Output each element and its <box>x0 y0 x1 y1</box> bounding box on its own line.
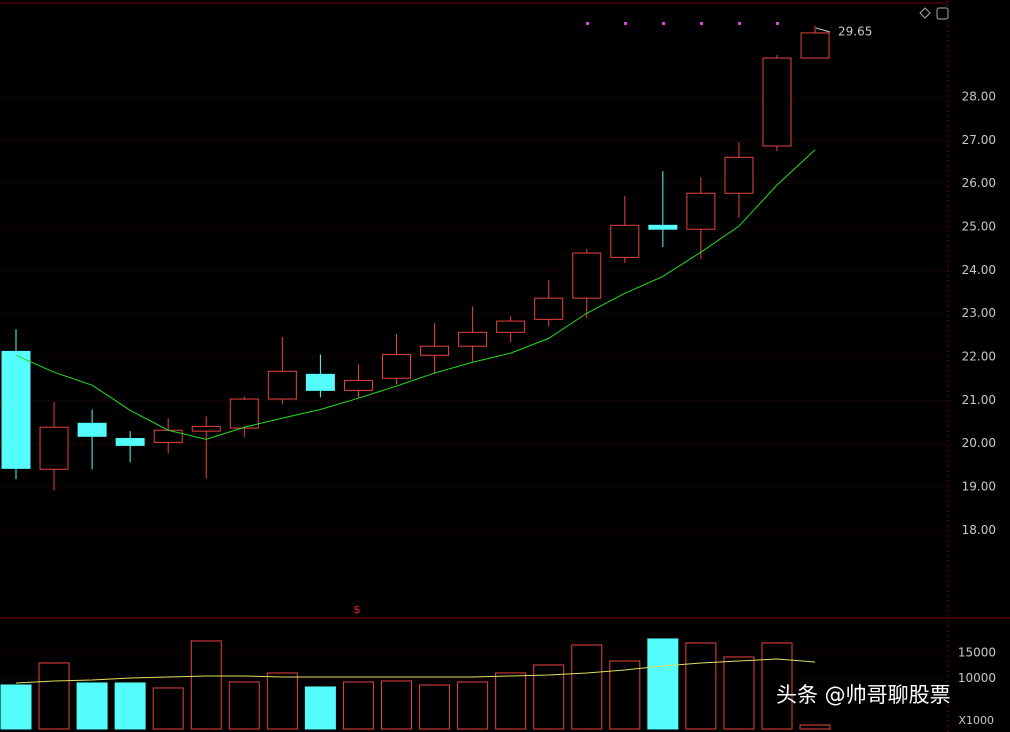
candle-body <box>343 379 373 391</box>
candle-body <box>572 252 602 299</box>
candle-body <box>800 32 830 59</box>
volume-bar <box>114 682 146 730</box>
candle-body <box>305 373 335 391</box>
y-tick-label: 26.00 <box>962 176 996 190</box>
signal-dots <box>586 22 779 25</box>
candle-body <box>115 437 145 446</box>
diamond-icon[interactable] <box>919 7 931 19</box>
watermark: 头条 @帅哥聊股票 <box>776 683 951 707</box>
volume-bar <box>647 638 679 730</box>
volume-bar <box>342 681 374 730</box>
signal-marker: $ <box>354 603 361 616</box>
moving-average <box>15 149 816 440</box>
moving-average <box>15 658 816 684</box>
candle-body <box>153 429 183 443</box>
volume-bar <box>495 672 527 730</box>
volume-bar <box>609 660 641 730</box>
volume-bar <box>152 687 184 730</box>
y-tick-label: 19.00 <box>962 480 996 494</box>
candle-body <box>724 156 754 194</box>
candle-body <box>267 370 297 400</box>
volume-bar <box>571 644 603 730</box>
volume-bar <box>761 642 793 730</box>
y-tick-label: 25.00 <box>962 220 996 234</box>
candle-body <box>648 224 678 230</box>
volume-bar <box>38 662 70 730</box>
volume-bar <box>799 724 831 730</box>
candle-body <box>39 426 69 470</box>
volume-bar <box>266 672 298 730</box>
volume-bar <box>304 686 336 730</box>
volume-bar <box>76 682 108 730</box>
panel-button[interactable] <box>936 7 949 20</box>
candle-body <box>762 57 792 147</box>
volume-unit: X1000 <box>958 714 994 727</box>
y-tick-label: 10000 <box>958 671 996 685</box>
candle-body <box>382 353 411 379</box>
candle-body <box>496 320 526 333</box>
candle-body <box>420 345 450 356</box>
y-tick-label: 20.00 <box>962 436 996 450</box>
volume-bar <box>228 681 260 730</box>
candle-body <box>229 398 259 429</box>
candle-body <box>534 297 564 320</box>
candle-body <box>610 224 640 258</box>
y-tick-label: 15000 <box>958 645 996 659</box>
max-price-pointer <box>815 27 831 33</box>
y-tick-label: 24.00 <box>962 263 996 277</box>
volume-bar <box>0 684 32 730</box>
candle-body <box>191 425 221 432</box>
volume-bar <box>723 656 755 730</box>
candle-body <box>458 331 488 347</box>
volume-bar <box>457 681 489 730</box>
y-tick-label: 28.00 <box>962 90 996 104</box>
candle-body <box>1 350 31 469</box>
y-tick-label: 27.00 <box>962 133 996 147</box>
candle-body <box>686 192 716 230</box>
y-tick-label: 23.00 <box>962 306 996 320</box>
volume-bar <box>190 640 222 730</box>
candle-body <box>77 422 107 437</box>
volume-bar <box>381 680 412 730</box>
volume-bar <box>685 642 717 730</box>
volume-bar <box>419 684 451 730</box>
max-price-label: 29.65 <box>838 25 872 39</box>
y-tick-label: 21.00 <box>962 393 996 407</box>
y-tick-label: 22.00 <box>962 350 996 364</box>
y-tick-label: 18.00 <box>962 523 996 537</box>
